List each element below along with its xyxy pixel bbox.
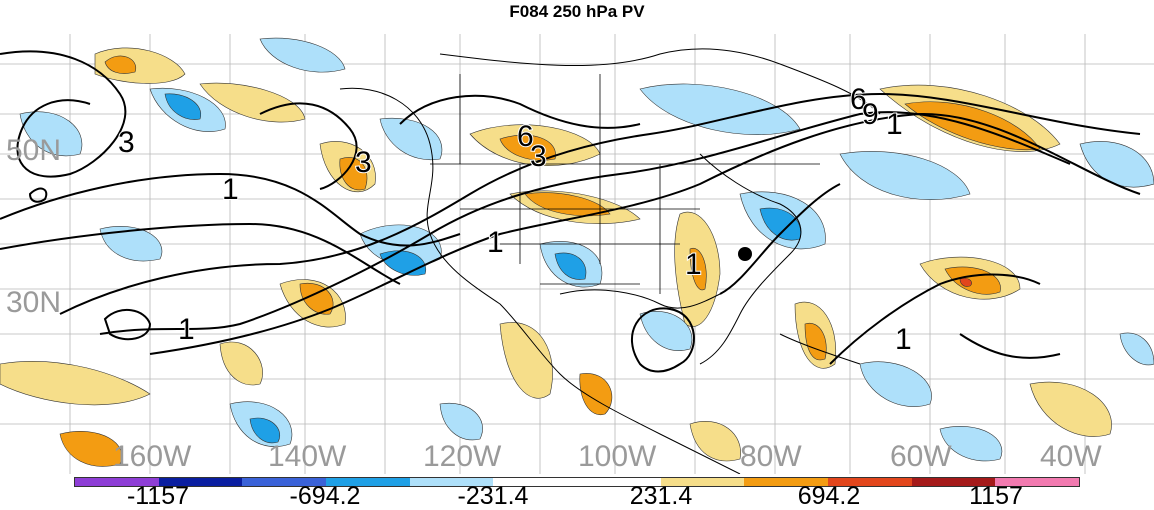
colorbar-label: 1157 <box>969 482 1023 510</box>
lon-label: 120W <box>423 440 502 473</box>
lat-label-50n: 50N <box>6 134 62 167</box>
colorbar-segment <box>75 478 159 486</box>
colorbar-segment <box>828 478 912 486</box>
colorbar-labels: -1157 -694.2 -231.4 231.4 694.2 1157 <box>0 483 1154 509</box>
contour-label: 1 <box>178 313 195 346</box>
contour-label: 1 <box>222 173 239 206</box>
contour-label: 3 <box>118 126 135 159</box>
colorbar-segment <box>577 478 661 486</box>
map-canvas: 3 3 1 1 1 6 3 6 9 1 1 1 <box>0 34 1154 475</box>
colorbar-segment <box>660 478 745 486</box>
lon-label: 40W <box>1040 440 1102 473</box>
colorbar <box>74 477 1080 487</box>
colorbar-label: -231.4 <box>457 482 529 510</box>
lat-label-30n: 30N <box>6 286 62 319</box>
colorbar-segment <box>995 478 1080 486</box>
coastlines <box>339 48 881 475</box>
chart-title: F084 250 hPa PV <box>509 2 645 21</box>
lon-label: 60W <box>890 440 952 473</box>
contour-label: 1 <box>886 108 903 141</box>
colorbar-label: 694.2 <box>797 482 861 510</box>
contour-label: 1 <box>895 323 912 356</box>
location-marker <box>738 247 752 261</box>
colorbar-segment <box>158 478 243 486</box>
lon-label: 140W <box>268 440 347 473</box>
contour-label: 1 <box>487 226 504 259</box>
colorbar-label: -694.2 <box>289 482 361 510</box>
contour-label: 3 <box>530 140 547 173</box>
political-boundaries <box>430 74 820 294</box>
contour-label: 9 <box>862 98 879 131</box>
contour-label: 6 <box>850 83 867 116</box>
contour-label: 6 <box>517 120 534 153</box>
colorbar-segment <box>911 478 996 486</box>
colorbar-segment <box>242 478 327 486</box>
colorbar-label: 231.4 <box>629 482 693 510</box>
lon-label: 80W <box>740 440 802 473</box>
map-panel: 3 3 1 1 1 6 3 6 9 1 1 1 50N 30N 160W 140… <box>0 34 1154 475</box>
colorbar-segment <box>744 478 829 486</box>
lon-label: 160W <box>113 440 192 473</box>
colorbar-label: -1157 <box>126 482 190 510</box>
negative-anomaly-shading <box>19 37 1154 462</box>
lon-label: 100W <box>578 440 657 473</box>
colorbar-segment <box>326 478 410 486</box>
colorbar-segment <box>409 478 494 486</box>
colorbar-segment <box>493 478 578 486</box>
contour-label: 3 <box>355 146 372 179</box>
contour-label: 1 <box>685 248 702 281</box>
pv-contours <box>0 50 1141 373</box>
